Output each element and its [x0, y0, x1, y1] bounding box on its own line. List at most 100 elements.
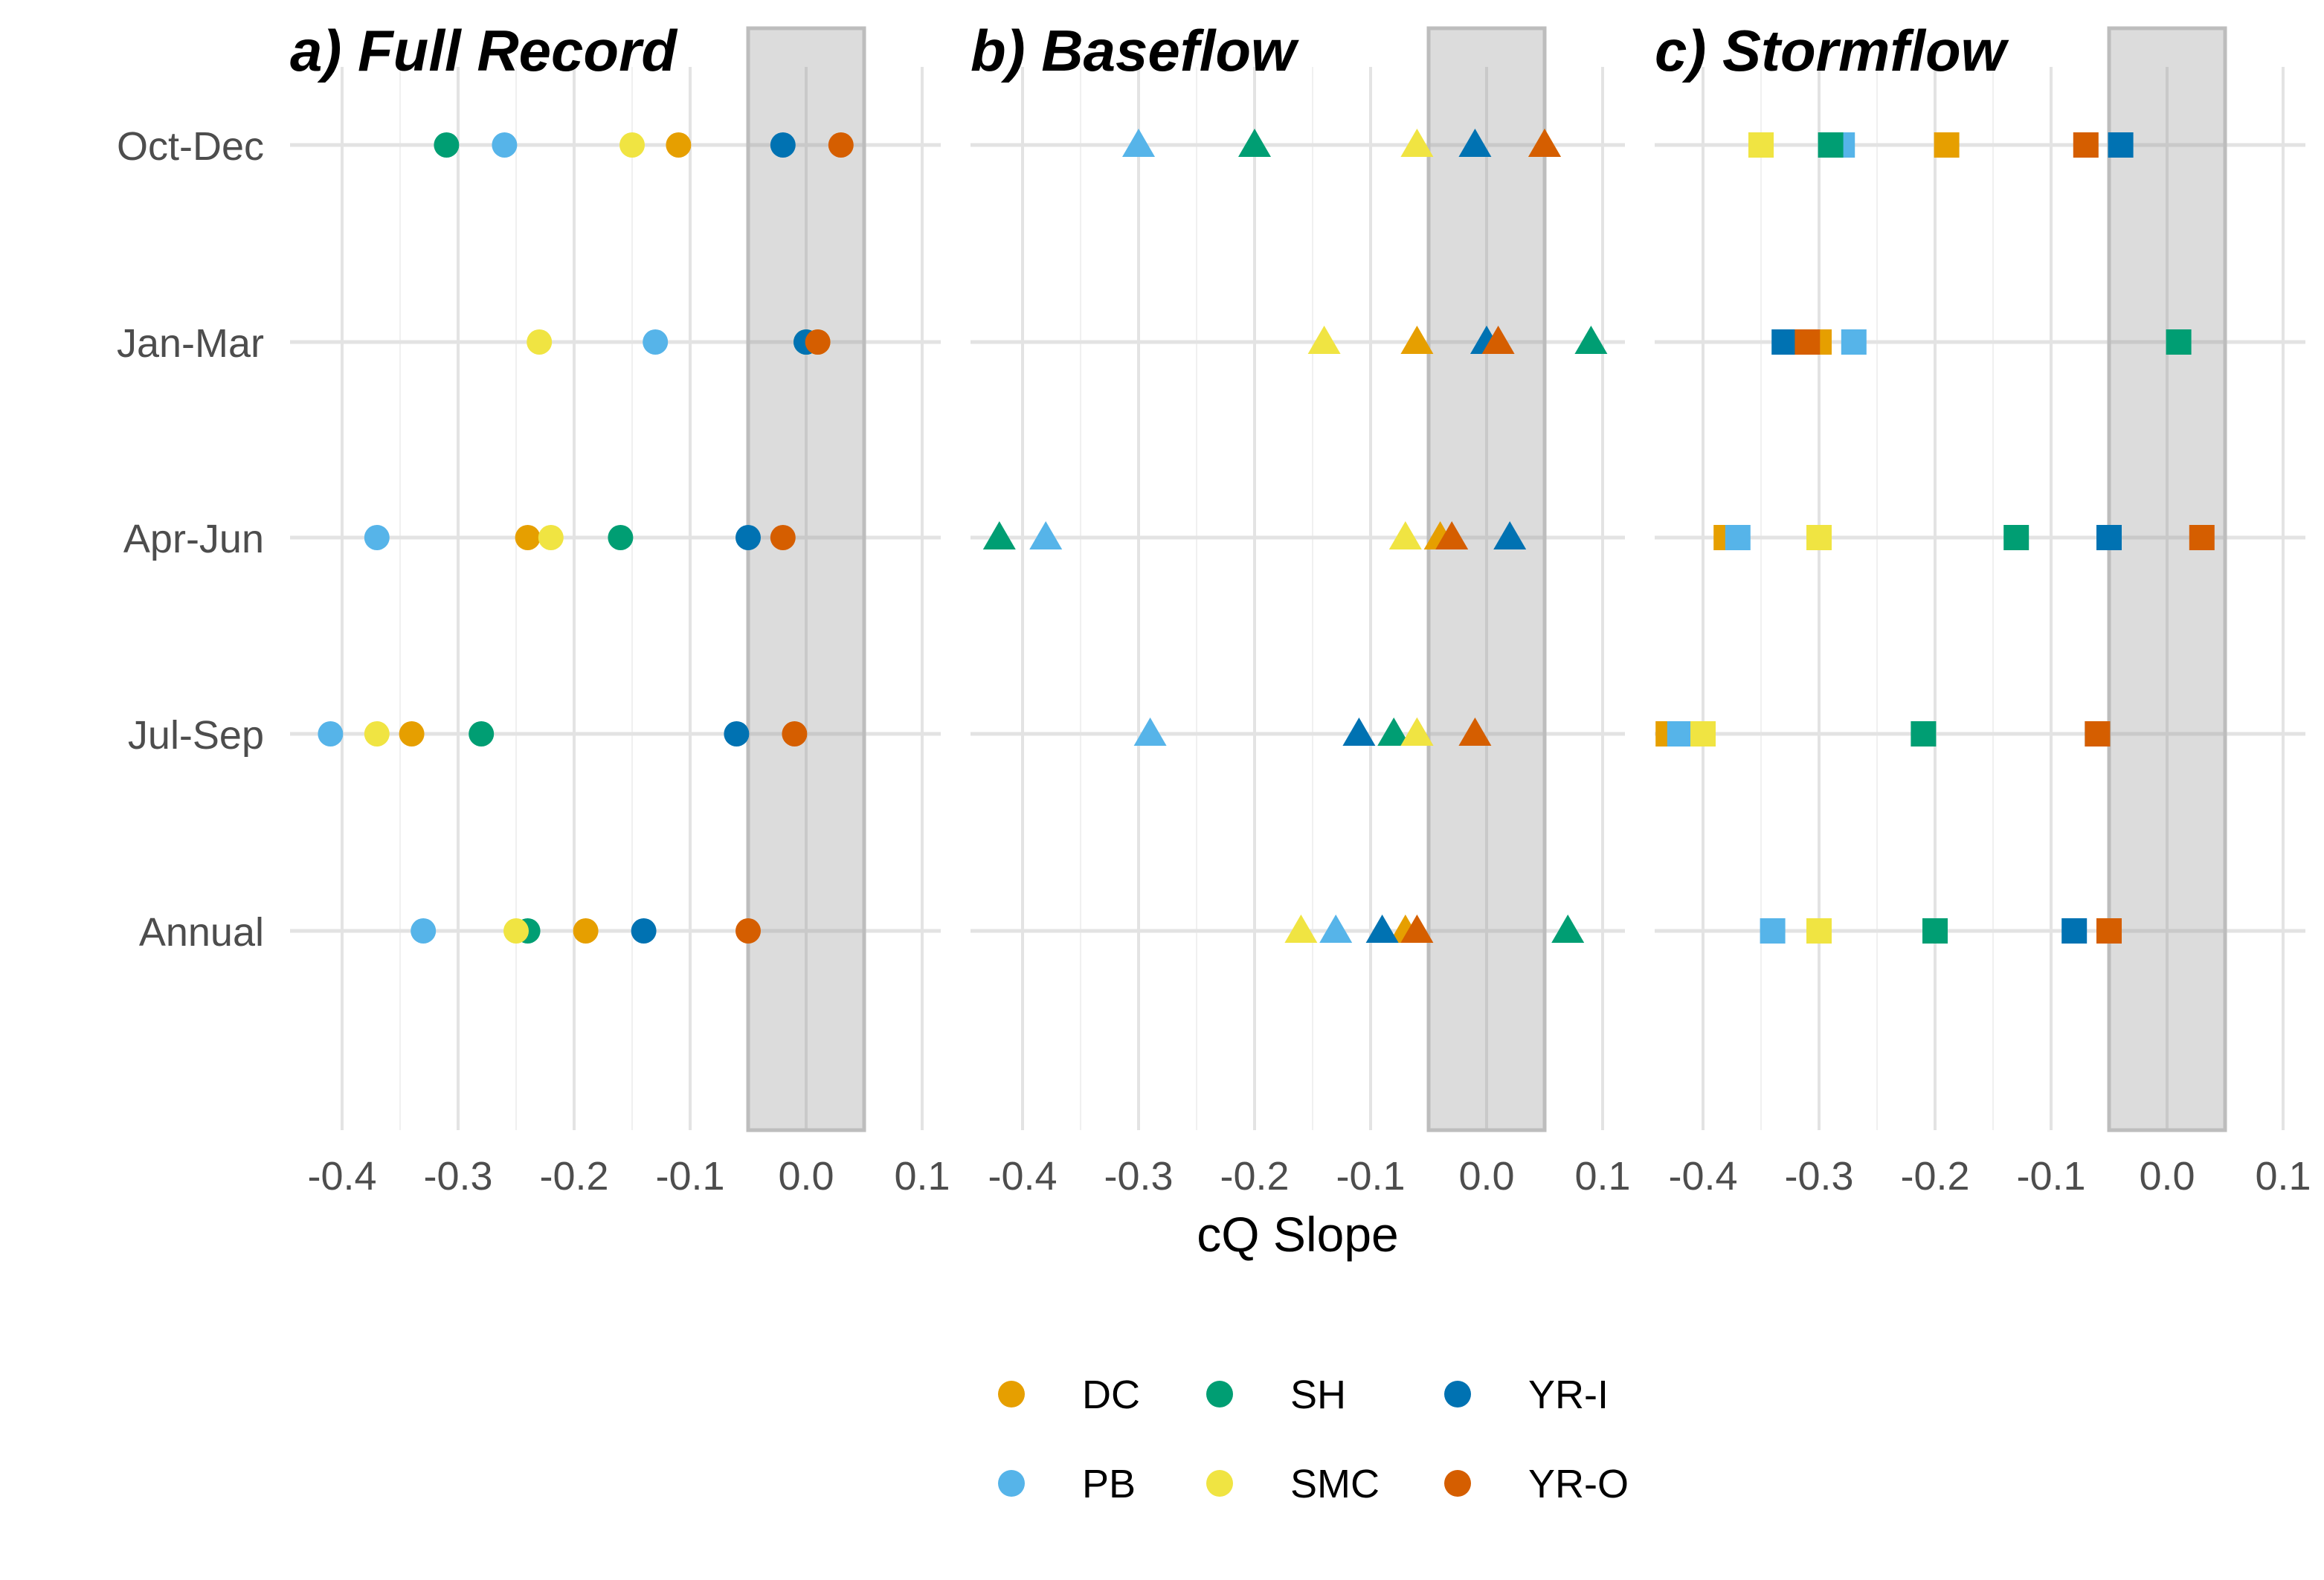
point-dc — [515, 525, 541, 550]
point-yr-i — [1493, 521, 1527, 549]
neutral-band — [746, 26, 866, 1132]
y-tick-label: Jan-Mar — [117, 321, 264, 366]
y-tick-label: Apr-Jun — [123, 517, 264, 561]
point-sh — [2003, 525, 2030, 550]
point-yr-o — [1528, 129, 1561, 157]
point-yr-i — [1365, 915, 1399, 943]
neutral-band — [1426, 26, 1547, 1132]
point-yr-o — [2073, 132, 2099, 158]
point-yr-i — [735, 525, 761, 550]
x-tick-label: 0.0 — [2139, 1154, 2195, 1199]
panel-title: a) Full Record — [290, 18, 677, 83]
point-sh — [1574, 326, 1608, 354]
point-yr-o — [2096, 918, 2122, 944]
legend-swatch — [998, 1381, 1025, 1408]
point-pb — [1841, 329, 1867, 355]
point-pb — [1029, 521, 1063, 549]
point-sh — [1551, 915, 1585, 943]
point-yr-o — [770, 525, 796, 550]
point-sh — [1922, 918, 1948, 944]
x-tick-label: -0.2 — [1220, 1154, 1289, 1199]
point-sh — [2166, 329, 2192, 355]
point-yr-i — [1771, 329, 1797, 355]
point-yr-i — [724, 721, 750, 747]
x-tick-label: -0.3 — [1784, 1154, 1853, 1199]
point-pb — [1725, 525, 1751, 550]
x-tick-label: -0.3 — [1104, 1154, 1173, 1199]
point-yr-o — [1435, 521, 1469, 549]
point-sh — [982, 521, 1016, 549]
point-yr-i — [2096, 525, 2122, 550]
y-tick-label: Annual — [139, 910, 264, 955]
legend-swatch — [1206, 1470, 1233, 1497]
legend-swatch — [1444, 1381, 1471, 1408]
panels: a) Full Record-0.4 -0.3 -0.2 -0.1 0.0 0.1b) B… — [290, 18, 2311, 1199]
panel-3: c) Stormflow -0.4 -0.3 -0.2 -0.1 0.0 0.1 — [1655, 18, 2311, 1199]
legend-swatch — [998, 1470, 1025, 1497]
point-yr-i — [1342, 718, 1376, 746]
point-smc — [1400, 129, 1434, 157]
x-tick-label: 0.1 — [1574, 1154, 1630, 1199]
neutral-band — [2107, 26, 2227, 1132]
legend: DC PB SH SMC YR-I YR-O — [998, 1373, 1629, 1506]
legend-label: DC — [1082, 1373, 1140, 1417]
panel-1: a) Full Record -0.4 -0.3 -0.2 -0.1 0.0 0.1 — [290, 18, 950, 1199]
point-yr-o — [1794, 329, 1821, 355]
point-pb — [364, 525, 390, 550]
legend-label: SMC — [1290, 1462, 1380, 1506]
panel-title: c) Stormflow — [1655, 18, 2009, 83]
x-tick-label: -0.4 — [1668, 1154, 1737, 1199]
point-smc — [1388, 521, 1422, 549]
point-smc — [619, 132, 645, 158]
point-pb — [1760, 918, 1786, 944]
point-yr-o — [1481, 326, 1515, 354]
point-yr-i — [2061, 918, 2088, 944]
legend-item-pb: PB — [998, 1462, 1136, 1506]
point-pb — [1122, 129, 1155, 157]
point-smc — [1748, 132, 1774, 158]
point-dc — [666, 132, 692, 158]
point-dc — [399, 721, 425, 747]
point-sh — [469, 721, 495, 747]
point-smc — [1284, 915, 1318, 943]
legend-item-dc: DC — [998, 1373, 1140, 1417]
legend-swatch — [1444, 1470, 1471, 1497]
legend-item-smc: SMC — [1206, 1462, 1380, 1506]
point-pb — [1667, 721, 1693, 747]
x-tick-label: -0.1 — [655, 1154, 724, 1199]
point-yr-i — [770, 132, 796, 158]
point-smc — [364, 721, 390, 747]
point-yr-o — [828, 132, 854, 158]
x-tick-label: -0.1 — [2016, 1154, 2085, 1199]
point-pb — [1133, 718, 1167, 746]
point-pb — [643, 329, 669, 355]
point-dc — [1400, 326, 1434, 354]
point-yr-o — [2189, 525, 2215, 550]
x-tick-label: 0.1 — [2255, 1154, 2311, 1199]
point-smc — [527, 329, 553, 355]
point-sh — [1911, 721, 1937, 747]
y-tick-label: Oct-Dec — [117, 124, 264, 169]
point-yr-o — [1400, 915, 1434, 943]
point-dc — [1934, 132, 1960, 158]
legend-label: SH — [1290, 1373, 1346, 1417]
point-pb — [492, 132, 518, 158]
point-smc — [1690, 721, 1716, 747]
x-tick-label: 0.0 — [778, 1154, 834, 1199]
x-tick-label: -0.2 — [1900, 1154, 1969, 1199]
x-tick-label: -0.4 — [988, 1154, 1057, 1199]
legend-item-yr-o: YR-O — [1444, 1462, 1629, 1506]
x-tick-label: -0.1 — [1336, 1154, 1405, 1199]
legend-item-yr-i: YR-I — [1444, 1373, 1609, 1417]
point-sh — [434, 132, 460, 158]
x-tick-label: -0.4 — [307, 1154, 376, 1199]
point-yr-i — [631, 918, 657, 944]
point-sh — [608, 525, 634, 550]
point-smc — [503, 918, 529, 944]
point-sh — [1818, 132, 1844, 158]
x-tick-label: -0.2 — [539, 1154, 608, 1199]
panel-2: b) Baseflow -0.4 -0.3 -0.2 -0.1 0.0 0.1 — [971, 18, 1631, 1199]
point-smc — [1400, 718, 1434, 746]
legend-label: YR-O — [1528, 1462, 1629, 1506]
legend-item-sh: SH — [1206, 1373, 1346, 1417]
